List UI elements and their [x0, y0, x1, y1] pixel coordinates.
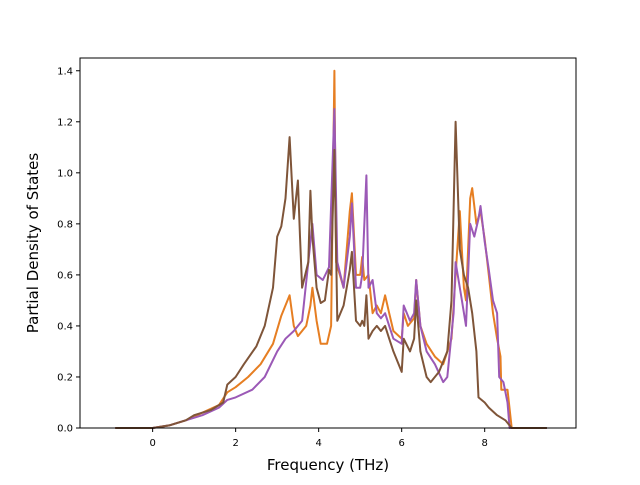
series-line-3 — [115, 120, 547, 429]
series-line-2 — [115, 108, 547, 429]
y-axis-ticks: 0.0 0.2 0.4 0.6 0.8 1.0 1.2 1.4 — [57, 66, 80, 435]
y-tick-label: 1.0 — [57, 168, 73, 179]
plot-frame — [79, 57, 577, 429]
y-tick-label: 0.4 — [57, 321, 73, 332]
y-tick-label: 0.0 — [57, 424, 73, 435]
series-line-1 — [115, 69, 547, 429]
y-tick-label: 1.2 — [57, 117, 73, 128]
x-axis-ticks: 0 2 4 6 8 — [149, 428, 488, 449]
y-tick-label: 0.2 — [57, 372, 73, 383]
x-tick-label: 6 — [398, 438, 404, 449]
x-tick-label: 0 — [149, 438, 155, 449]
y-tick-label: 0.8 — [57, 219, 73, 230]
y-tick-label: 1.4 — [57, 66, 73, 77]
y-tick-label: 0.6 — [57, 270, 73, 281]
x-tick-label: 2 — [232, 438, 238, 449]
x-tick-label: 8 — [481, 438, 487, 449]
x-tick-label: 4 — [315, 438, 321, 449]
series-layer — [115, 69, 547, 429]
x-axis-label: Frequency (THz) — [267, 456, 389, 474]
y-axis-label: Partial Density of States — [24, 153, 42, 334]
